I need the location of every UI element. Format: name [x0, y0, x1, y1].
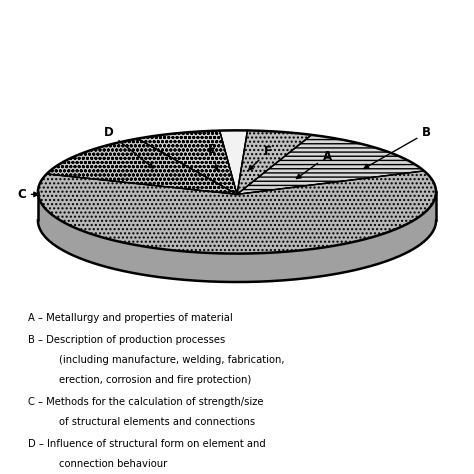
Text: connection behaviour: connection behaviour [59, 459, 167, 469]
Text: F: F [249, 145, 272, 170]
Text: (including manufacture, welding, fabrication,: (including manufacture, welding, fabrica… [59, 355, 285, 365]
Polygon shape [38, 130, 436, 254]
Polygon shape [237, 135, 424, 194]
Polygon shape [46, 138, 237, 194]
Polygon shape [219, 130, 247, 194]
Text: A – Metallurgy and properties of material: A – Metallurgy and properties of materia… [28, 313, 233, 323]
Text: B – Description of production processes: B – Description of production processes [28, 335, 226, 345]
Text: E: E [209, 143, 218, 170]
Polygon shape [38, 171, 436, 254]
Text: D – Influence of structural form on element and: D – Influence of structural form on elem… [28, 439, 266, 449]
Text: D: D [104, 126, 153, 168]
Text: C – Methods for the calculation of strength/size: C – Methods for the calculation of stren… [28, 397, 264, 407]
Polygon shape [137, 130, 237, 194]
Text: B: B [364, 126, 431, 168]
Text: A: A [296, 150, 332, 179]
Text: C: C [17, 188, 38, 201]
Polygon shape [38, 192, 436, 282]
Text: of structural elements and connections: of structural elements and connections [59, 417, 255, 427]
Polygon shape [237, 130, 311, 194]
Text: erection, corrosion and fire protection): erection, corrosion and fire protection) [59, 375, 252, 385]
